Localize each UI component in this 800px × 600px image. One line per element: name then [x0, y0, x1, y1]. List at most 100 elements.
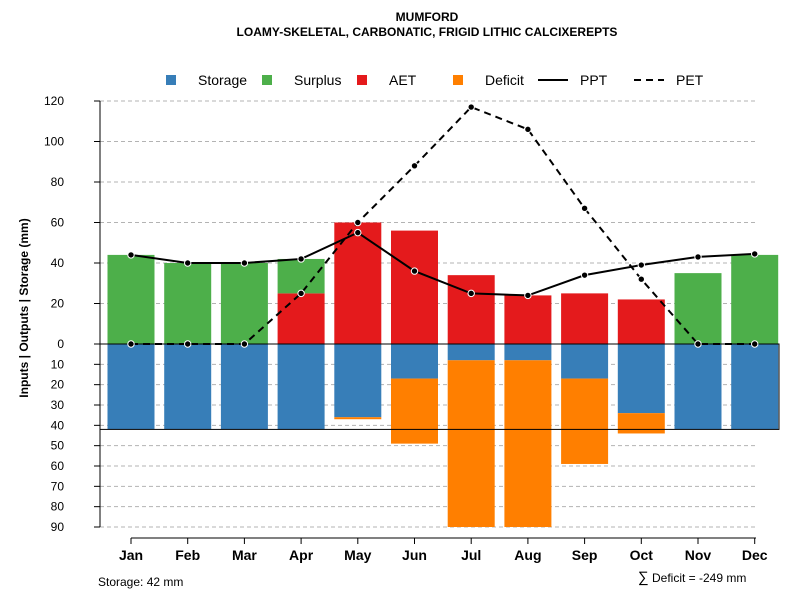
y-tick-label: 50: [51, 439, 65, 453]
ppt-point: [751, 250, 759, 258]
pet-line: [131, 105, 755, 345]
pet-point: [240, 340, 249, 348]
x-tick-label-apr: Apr: [289, 547, 314, 563]
surplus-bar-dec: [731, 254, 779, 344]
surplus-bar-mar: [220, 263, 268, 344]
y-tick-label: 20: [51, 297, 65, 311]
legend-label-aet: AET: [389, 72, 417, 88]
deficit-bar-may: [334, 417, 382, 420]
x-tick-label-aug: Aug: [514, 547, 541, 563]
storage-bar-jul: [447, 344, 495, 361]
storage-bar-oct: [617, 344, 665, 414]
legend-swatch-surplus: [262, 75, 272, 85]
ppt-point: [467, 289, 475, 298]
ppt-point: [524, 291, 532, 300]
storage-bar-aug: [504, 344, 552, 361]
y-tick-label: 80: [51, 175, 65, 189]
pet-point: [524, 125, 532, 134]
bars: [99, 222, 780, 527]
storage-bar-may: [334, 344, 382, 418]
deficit-bar-jun: [391, 378, 438, 444]
aet-bar-aug: [504, 295, 552, 344]
deficit-sum-symbol: ∑: [638, 569, 649, 586]
surplus-bar-feb: [164, 263, 212, 344]
pet-point: [127, 340, 135, 348]
chart-subtitle: LOAMY-SKELETAL, CARBONATIC, FRIGID LITHI…: [237, 25, 618, 39]
storage-bar-apr: [277, 344, 325, 430]
storage-bar-nov: [674, 344, 722, 430]
aet-bar-oct: [617, 299, 665, 344]
x-tick-label-nov: Nov: [685, 547, 712, 563]
ppt-point: [637, 261, 645, 269]
legend-label-ppt: PPT: [580, 72, 608, 88]
ppt-point: [410, 267, 419, 275]
legend-label-deficit: Deficit: [485, 72, 524, 88]
chart-title: MUMFORD: [396, 10, 459, 24]
deficit-note: Deficit = -249 mm: [652, 571, 746, 585]
ppt-point: [240, 259, 249, 267]
pet-point: [297, 289, 305, 298]
x-tick-label-jun: Jun: [402, 547, 427, 563]
legend-label-pet: PET: [676, 72, 704, 88]
storage-bar-dec: [731, 344, 779, 430]
ppt-point: [184, 259, 192, 267]
legend: Storage Surplus AET Deficit PPT PET: [166, 72, 704, 88]
storage-bar-mar: [220, 344, 268, 430]
axes: 0 20 40 60 80 100 120 10 20 30 40 50 60 70 80 90 Jan Feb M…: [44, 94, 768, 563]
x-tick-label-oct: Oct: [630, 547, 654, 563]
aet-bar-jul: [447, 275, 495, 344]
deficit-bar-jul: [447, 360, 495, 527]
y-tick-label: 40: [51, 418, 65, 432]
storage-bar-jan: [107, 344, 155, 430]
legend-label-surplus: Surplus: [294, 72, 341, 88]
y-tick-label: 90: [51, 520, 65, 534]
y-tick-label: 40: [51, 256, 65, 270]
legend-label-storage: Storage: [198, 72, 247, 88]
x-tick-label-jan: Jan: [119, 547, 143, 563]
deficit-bar-sep: [561, 378, 609, 464]
y-tick-label: 100: [44, 135, 64, 149]
y-tick-label: 80: [51, 500, 65, 514]
y-tick-label: 10: [51, 357, 65, 371]
aet-bar-apr: [277, 293, 325, 344]
ppt-point: [297, 255, 305, 263]
y-tick-label: 120: [44, 94, 64, 108]
x-tick-label-jul: Jul: [461, 547, 481, 563]
x-tick-label-may: May: [344, 547, 371, 563]
x-tick-label-mar: Mar: [232, 547, 257, 563]
pet-point: [751, 340, 759, 348]
y-tick-label: 60: [51, 459, 65, 473]
storage-note: Storage: 42 mm: [98, 575, 183, 589]
legend-swatch-storage: [166, 75, 176, 85]
y-tick-label: 30: [51, 398, 65, 412]
series-lines: [127, 103, 759, 348]
y-tick-label: 70: [51, 479, 65, 493]
storage-bar-feb: [164, 344, 212, 430]
ppt-point: [354, 228, 362, 237]
storage-bar-jun: [391, 344, 438, 379]
surplus-bar-jan: [107, 254, 155, 344]
aet-bar-jun: [391, 230, 438, 344]
ppt-point: [694, 253, 702, 261]
pet-point: [580, 204, 589, 213]
x-tick-label-sep: Sep: [572, 547, 598, 563]
ppt-point: [580, 271, 589, 279]
pet-point: [637, 275, 645, 283]
deficit-bar-aug: [504, 360, 552, 527]
x-tick-label-feb: Feb: [175, 547, 200, 563]
legend-swatch-aet: [357, 75, 367, 85]
x-tick-label-dec: Dec: [742, 547, 768, 563]
y-tick-label: 0: [57, 337, 64, 351]
surplus-bar-nov: [674, 273, 722, 344]
pet-point: [410, 162, 419, 170]
surplus-bar-apr: [277, 258, 325, 294]
deficit-bar-oct: [617, 413, 665, 434]
y-tick-label: 60: [51, 216, 65, 230]
pet-point: [467, 103, 475, 111]
storage-bar-sep: [561, 344, 609, 379]
y-tick-label: 20: [51, 378, 65, 392]
ppt-point: [127, 251, 135, 259]
legend-swatch-deficit: [453, 75, 463, 85]
